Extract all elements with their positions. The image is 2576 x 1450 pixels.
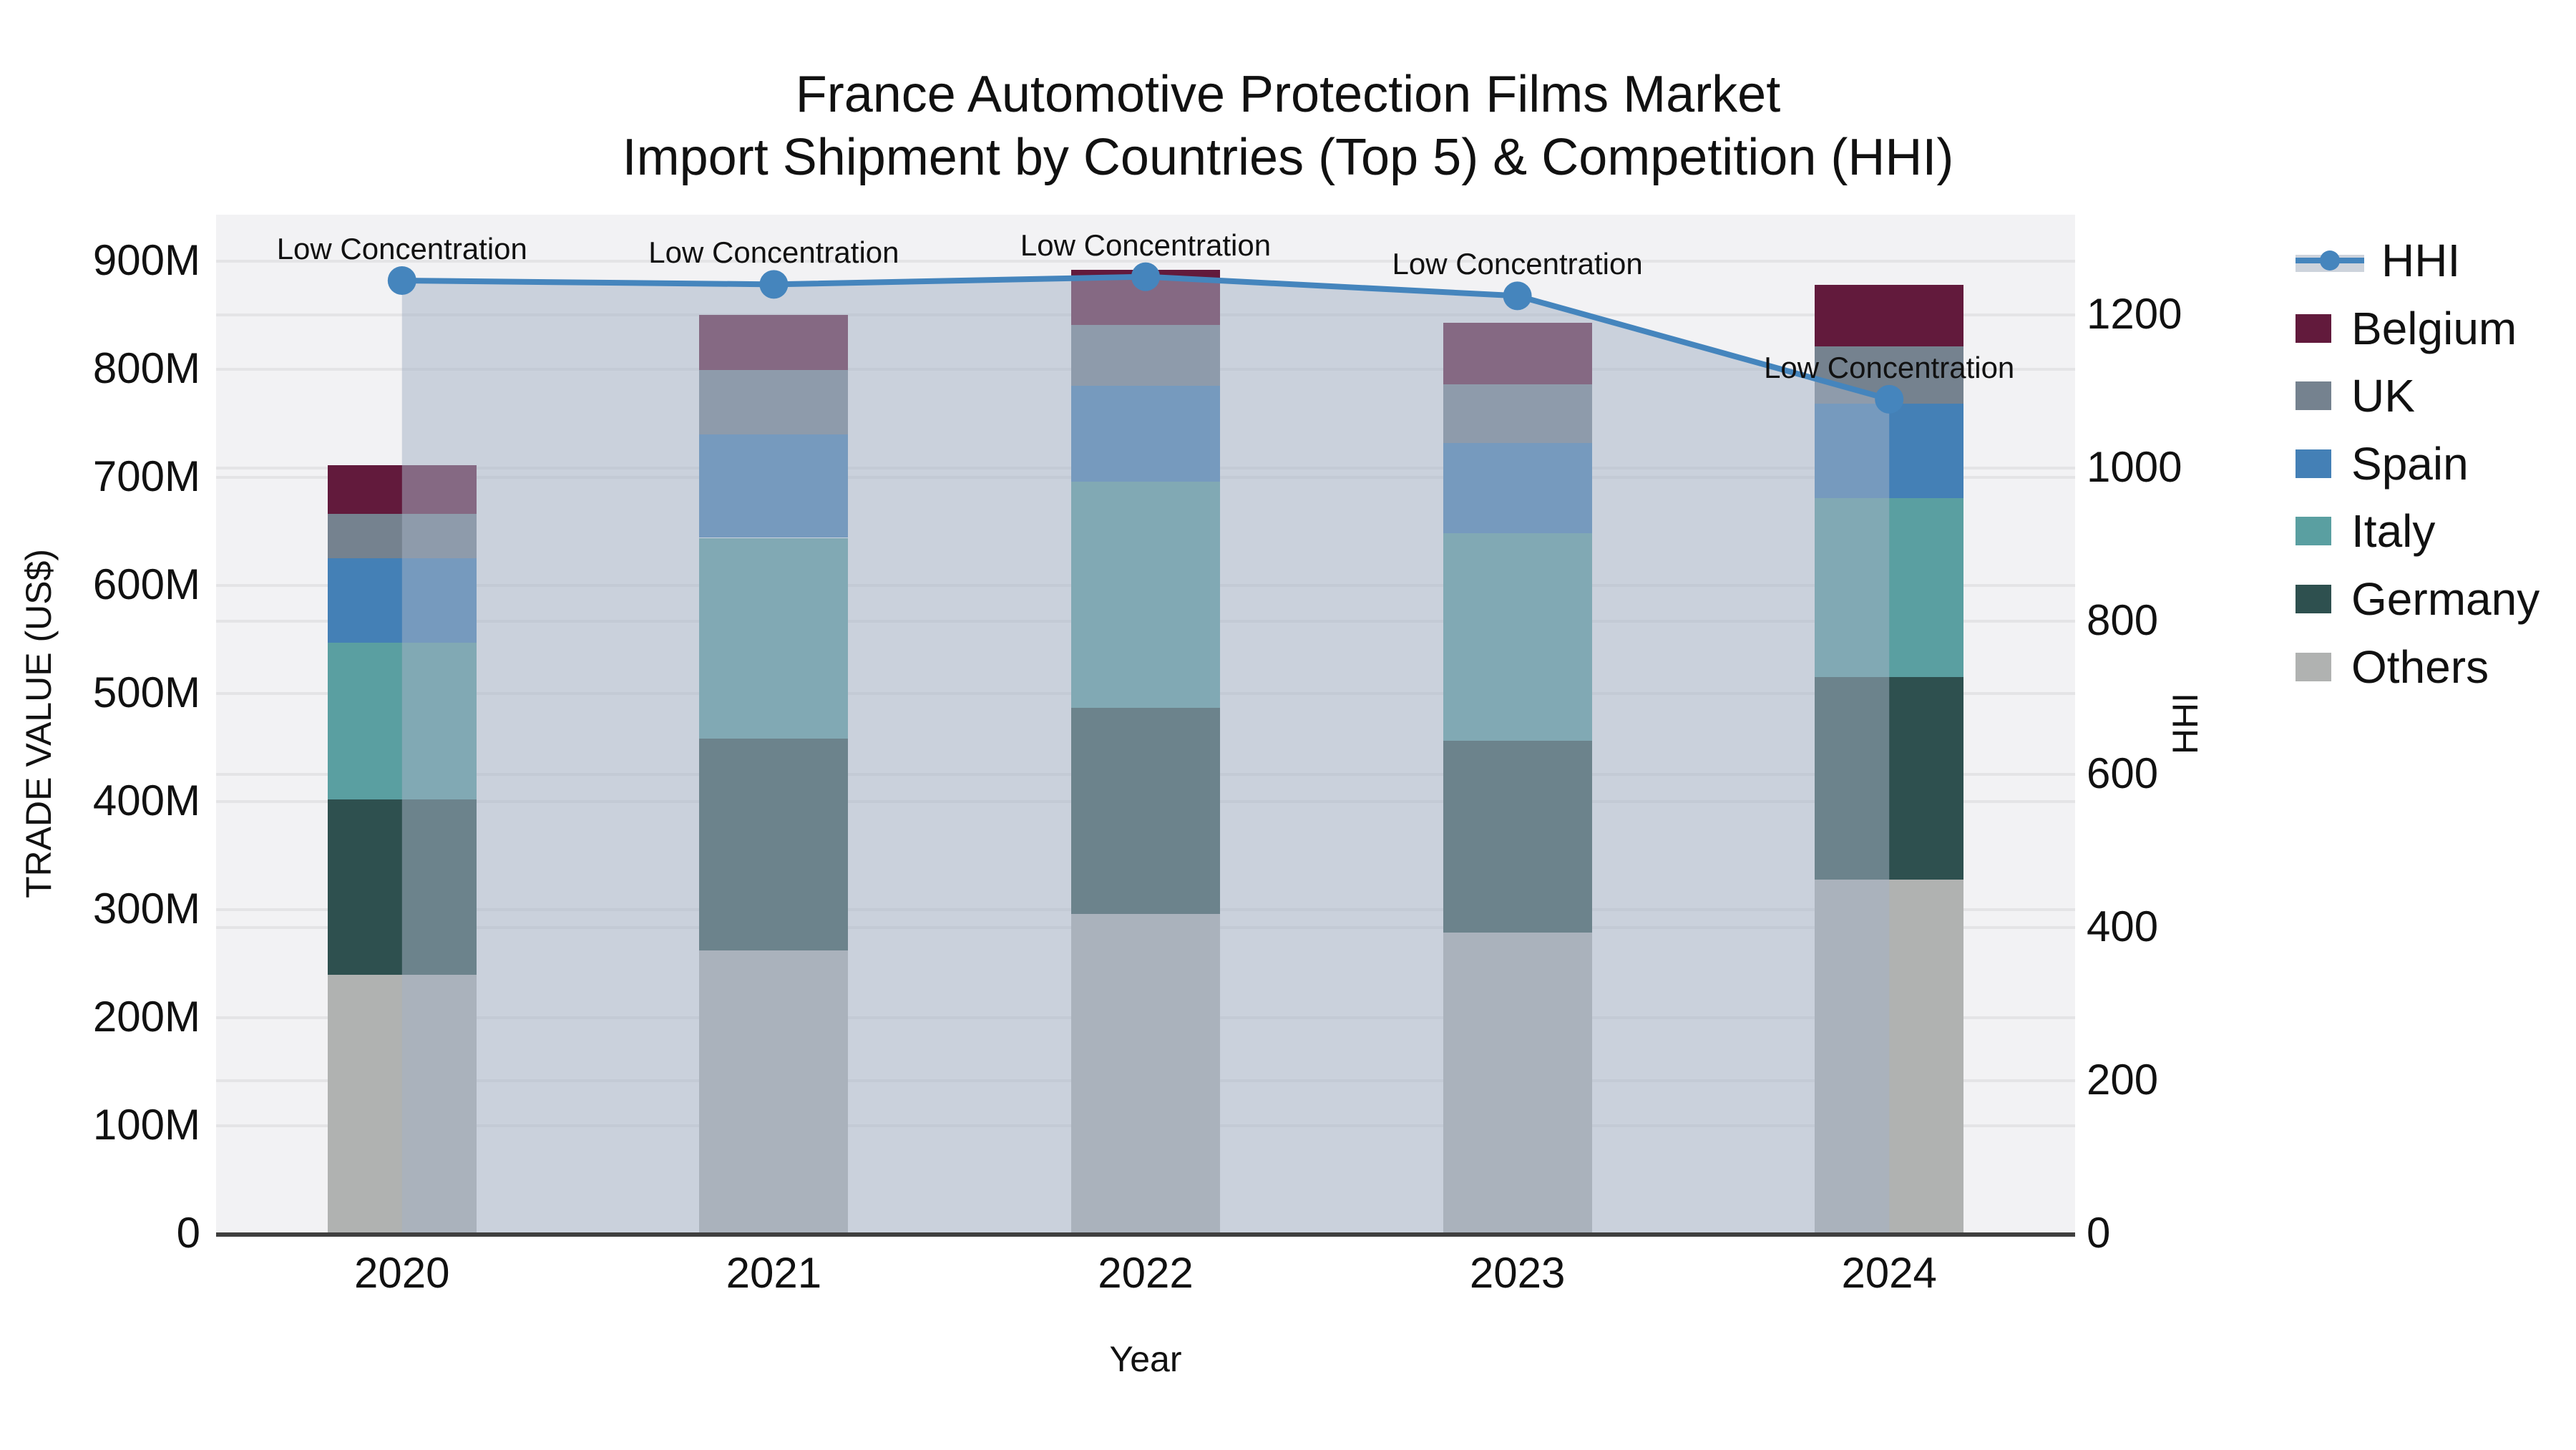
bar-2021-germany xyxy=(699,739,849,951)
legend-swatch-germany xyxy=(2296,585,2331,613)
bar-2023-italy xyxy=(1443,533,1592,741)
bar-2023-germany xyxy=(1443,741,1592,933)
y-left-tick-400M: 400M xyxy=(92,776,200,824)
bar-2020-others xyxy=(327,974,477,1234)
y-right-tick-1200: 1200 xyxy=(2087,290,2182,339)
y-right-tick-400: 400 xyxy=(2087,902,2159,951)
legend-swatch-spain xyxy=(2296,449,2331,478)
legend-item-germany[interactable]: Germany xyxy=(2296,568,2540,631)
y-left-tick-0: 0 xyxy=(176,1209,200,1257)
bar-2024-belgium xyxy=(1815,285,1964,347)
legend-swatch-belgium xyxy=(2296,313,2331,343)
y-left-tick-900M: 900M xyxy=(92,235,200,284)
x-tick-2022: 2022 xyxy=(1098,1249,1194,1297)
bar-2023-uk xyxy=(1443,384,1592,443)
bar-2020-belgium xyxy=(327,465,477,515)
annotation-2021: Low Concentration xyxy=(648,235,899,270)
legend-hhi-line-icon xyxy=(2296,245,2364,276)
bar-2024-germany xyxy=(1815,677,1964,880)
bar-2022-italy xyxy=(1071,481,1220,708)
x-tick-2024: 2024 xyxy=(1841,1249,1937,1297)
bar-2024-others xyxy=(1815,879,1964,1234)
bar-2022-uk xyxy=(1071,325,1220,386)
bar-2022-belgium xyxy=(1071,270,1220,325)
y-left-tick-700M: 700M xyxy=(92,452,200,500)
legend-label-hhi: HHI xyxy=(2381,235,2461,286)
legend-item-spain[interactable]: Spain xyxy=(2296,432,2469,495)
x-tick-2023: 2023 xyxy=(1469,1249,1566,1297)
bar-2021-belgium xyxy=(699,315,849,371)
bar-2020-italy xyxy=(327,642,477,799)
legend-label-others: Others xyxy=(2351,641,2489,693)
legend-swatch-others xyxy=(2296,652,2331,681)
bar-2020-uk xyxy=(327,514,477,559)
chart-title-line2: Import Shipment by Countries (Top 5) & C… xyxy=(622,129,1954,186)
legend-item-hhi[interactable]: HHI xyxy=(2296,229,2460,292)
x-tick-2020: 2020 xyxy=(354,1249,450,1297)
y-right-tick-200: 200 xyxy=(2087,1056,2159,1104)
legend-label-uk: UK xyxy=(2351,370,2415,422)
legend-item-belgium[interactable]: Belgium xyxy=(2296,297,2517,360)
y-left-tick-200M: 200M xyxy=(92,992,200,1041)
legend-item-italy[interactable]: Italy xyxy=(2296,500,2435,563)
annotation-2022: Low Concentration xyxy=(1020,228,1272,262)
x-tick-2021: 2021 xyxy=(726,1249,822,1297)
bar-2020-spain xyxy=(327,558,477,643)
legend-label-italy: Italy xyxy=(2351,505,2436,558)
bar-2021-spain xyxy=(699,434,849,538)
bar-2022-spain xyxy=(1071,385,1220,482)
y-left-tick-600M: 600M xyxy=(92,560,200,608)
annotation-2024: Low Concentration xyxy=(1764,350,2015,384)
legend-swatch-italy xyxy=(2296,517,2331,546)
y-left-tick-500M: 500M xyxy=(92,668,200,716)
y-right-tick-800: 800 xyxy=(2087,596,2159,645)
y-right-tick-0: 0 xyxy=(2087,1209,2111,1257)
y-axis-title-left: TRADE VALUE (US$) xyxy=(19,548,59,899)
annotation-2023: Low Concentration xyxy=(1392,247,1643,281)
gridline-left-axis xyxy=(216,259,2075,263)
legend-label-spain: Spain xyxy=(2351,437,2469,490)
bar-2022-germany xyxy=(1071,707,1220,915)
y-right-tick-1000: 1000 xyxy=(2087,443,2182,492)
legend-item-uk[interactable]: UK xyxy=(2296,364,2415,427)
bar-2024-spain xyxy=(1815,404,1964,498)
legend-label-germany: Germany xyxy=(2351,573,2540,625)
chart-title-line1: France Automotive Protection Films Marke… xyxy=(795,66,1781,123)
bar-2023-belgium xyxy=(1443,323,1592,385)
y-left-tick-100M: 100M xyxy=(92,1100,200,1149)
legend-label-belgium: Belgium xyxy=(2351,302,2517,354)
y-right-tick-600: 600 xyxy=(2087,749,2159,798)
bar-2024-italy xyxy=(1815,497,1964,678)
bar-2021-others xyxy=(699,950,849,1234)
y-left-tick-800M: 800M xyxy=(92,344,200,392)
bar-2023-others xyxy=(1443,932,1592,1234)
legend-swatch-uk xyxy=(2296,381,2331,411)
x-axis-line xyxy=(216,1232,2075,1237)
y-axis-title-right: HHI xyxy=(2165,692,2205,755)
x-axis-title: Year xyxy=(1109,1339,1182,1379)
annotation-2020: Low Concentration xyxy=(276,232,527,266)
bar-2022-others xyxy=(1071,914,1220,1234)
legend-item-others[interactable]: Others xyxy=(2296,636,2489,699)
bar-2021-uk xyxy=(699,370,849,434)
bar-2021-italy xyxy=(699,537,849,739)
bar-2023-spain xyxy=(1443,442,1592,534)
chart-title: France Automotive Protection Films Marke… xyxy=(0,63,2576,189)
y-left-tick-300M: 300M xyxy=(92,884,200,933)
bar-2020-germany xyxy=(327,799,477,975)
